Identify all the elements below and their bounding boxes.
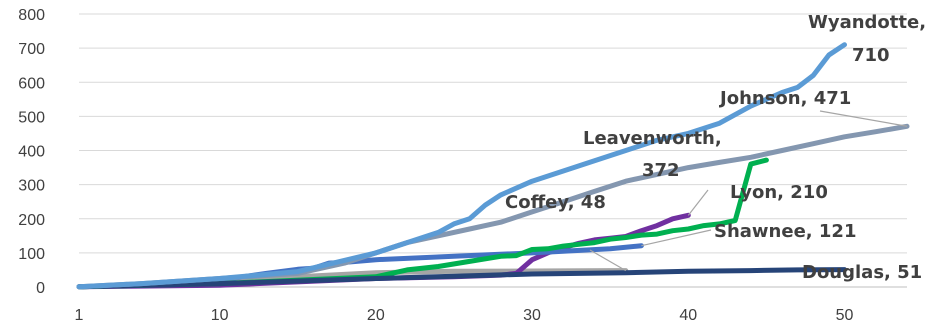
data-label-douglas: Douglas, 51: [802, 262, 922, 283]
y-axis-ticks: 0 100 200 300 400 500 600 700 800: [18, 7, 45, 297]
series-lines: [76, 42, 910, 290]
series-line-leavenworth: [76, 157, 769, 290]
x-tick-50: 50: [836, 307, 854, 324]
leader-line-lyon: [687, 189, 709, 216]
series-line-wyandotte: [76, 42, 847, 290]
series-line-douglas: [76, 267, 847, 290]
data-labels: Wyandotte, 710 Johnson, 471 Leavenworth,…: [505, 12, 926, 283]
data-label-lyon: Lyon, 210: [730, 182, 828, 203]
y-tick-300: 300: [18, 178, 45, 195]
data-label-coffey: Coffey, 48: [505, 192, 606, 213]
x-tick-1: 1: [75, 307, 84, 324]
leader-line-shawnee: [641, 229, 712, 247]
y-tick-700: 700: [18, 41, 45, 58]
y-tick-500: 500: [18, 109, 45, 126]
x-tick-10: 10: [211, 307, 229, 324]
data-label-leavenworth-name: Leavenworth,: [583, 128, 722, 149]
y-tick-0: 0: [36, 280, 45, 297]
leader-line-coffey: [589, 249, 627, 272]
data-label-leavenworth-value: 372: [642, 160, 680, 181]
data-label-wyandotte-name: Wyandotte,: [808, 12, 926, 33]
x-tick-40: 40: [679, 307, 697, 324]
x-tick-20: 20: [367, 307, 385, 324]
x-tick-30: 30: [523, 307, 541, 324]
gridlines: [79, 13, 907, 288]
label-leader-lines: [589, 110, 908, 272]
data-label-johnson: Johnson, 471: [718, 88, 851, 109]
y-tick-600: 600: [18, 75, 45, 92]
y-tick-800: 800: [18, 7, 45, 24]
leader-line-johnson: [819, 110, 908, 127]
y-tick-100: 100: [18, 246, 45, 263]
y-tick-400: 400: [18, 144, 45, 161]
x-axis-ticks: 1 10 20 30 40 50: [75, 307, 854, 324]
y-tick-200: 200: [18, 212, 45, 229]
data-label-shawnee: Shawnee, 121: [714, 221, 856, 242]
data-label-wyandotte-value: 710: [852, 45, 890, 66]
